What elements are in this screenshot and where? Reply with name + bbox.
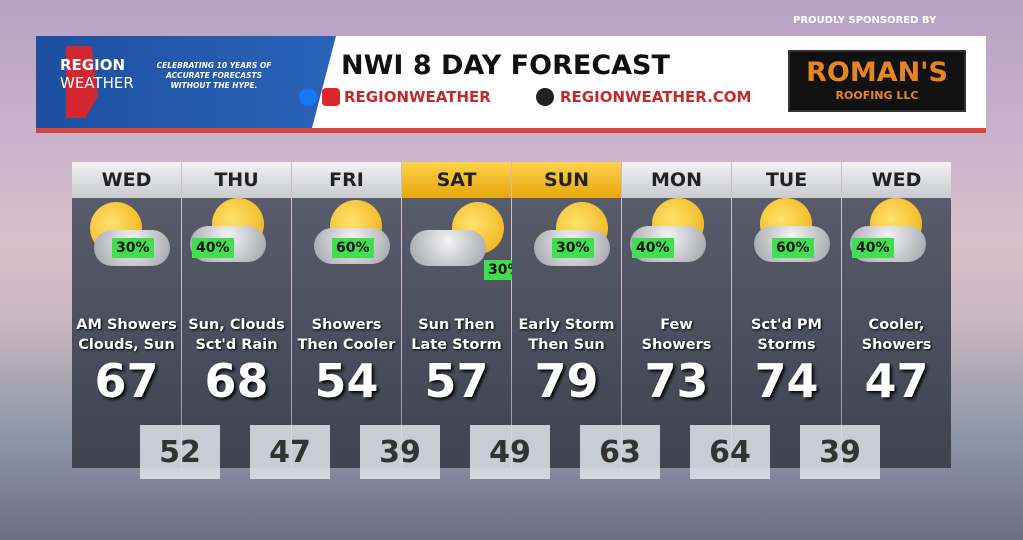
day-name: TUE: [732, 162, 841, 198]
brand: WEATHER: [60, 74, 134, 92]
title: NWI 8 DAY FORECAST: [341, 50, 670, 81]
high-temp: 79: [534, 354, 599, 408]
low-temp: 49: [470, 425, 550, 479]
day-name: FRI: [292, 162, 401, 198]
description: Showers: [861, 337, 932, 353]
description: AM Showers: [76, 317, 177, 333]
precip-chance: 40%: [852, 238, 894, 258]
precip-chance: 40%: [632, 238, 674, 258]
description: Cooler,: [868, 317, 925, 333]
low-temp: 52: [140, 425, 220, 479]
description: Showers: [641, 337, 712, 353]
description: Showers: [311, 317, 382, 333]
brand: REGION: [60, 56, 125, 74]
youtube-icon: [322, 88, 340, 106]
banner: REGION WEATHER CELEBRATING 10 YEARS OF A…: [36, 36, 986, 133]
day-name: SUN: [512, 162, 621, 198]
description: Early Storm: [518, 317, 615, 333]
low-temp: 47: [250, 425, 330, 479]
description: Late Storm: [411, 337, 502, 353]
precip-chance: 30%: [552, 238, 594, 258]
tagline: WITHOUT THE HYPE.: [170, 81, 258, 90]
day-column: TUE 60% Sct'd PM Storms 74: [732, 162, 841, 468]
day-name: THU: [182, 162, 291, 198]
description: Clouds, Sun: [78, 337, 175, 353]
description: Sun Then: [418, 317, 495, 333]
day-column: THU 40% Sun, Clouds Sct'd Rain 68: [182, 162, 291, 468]
day-column: SAT 30% Sun Then Late Storm 57: [402, 162, 526, 468]
brand-panel: REGION WEATHER CELEBRATING 10 YEARS OF A…: [36, 36, 336, 128]
precip-chance: 30%: [112, 238, 154, 258]
sponsor-logo: ROMAN'S ROOFING LLC: [788, 50, 966, 112]
low-temp: 64: [690, 425, 770, 479]
day-column: WED 40% Cooler, Showers 47: [842, 162, 951, 468]
description: Storms: [757, 337, 816, 353]
tagline: ACCURATE FORECASTS: [165, 71, 262, 80]
description: Then Cooler: [297, 337, 396, 353]
description: Then Sun: [528, 337, 605, 353]
high-temp: 74: [754, 354, 819, 408]
precip-chance: 40%: [192, 238, 234, 258]
day-name: SAT: [402, 162, 511, 198]
day-column: FRI 60% Showers Then Cooler 54: [292, 162, 401, 468]
day-column: WED 30% AM Showers Clouds, Sun 67: [72, 162, 181, 468]
description: Sun, Clouds: [188, 317, 285, 333]
tagline: CELEBRATING 10 YEARS OF: [156, 61, 272, 70]
logo-text: ROMAN'S: [806, 57, 948, 88]
cloud-icon: [410, 230, 486, 266]
social-handle: REGIONWEATHER: [344, 88, 491, 106]
day-name: WED: [842, 162, 951, 198]
day-name: WED: [72, 162, 181, 198]
high-temp: 68: [204, 354, 269, 408]
low-temp: 39: [360, 425, 440, 479]
high-temp: 47: [864, 354, 929, 408]
description: Sct'd Rain: [195, 337, 278, 353]
high-temp: 54: [314, 354, 379, 408]
website: REGIONWEATHER.COM: [560, 88, 752, 106]
facebook-icon: [299, 88, 317, 106]
high-temp: 73: [644, 354, 709, 408]
low-temp: 39: [800, 425, 880, 479]
precip-chance: 60%: [332, 238, 374, 258]
web-icon: [536, 88, 554, 106]
description: Sct'd PM: [751, 317, 822, 333]
day-name: MON: [622, 162, 731, 198]
description: Few: [660, 317, 693, 333]
sponsor-caption: PROUDLY SPONSORED BY: [793, 15, 937, 26]
low-temp: 63: [580, 425, 660, 479]
high-temp: 57: [424, 354, 489, 408]
day-column: SUN 30% Early Storm Then Sun 79: [512, 162, 621, 468]
logo-text: ROOFING LLC: [835, 89, 919, 102]
day-column: MON 40% Few Showers 73: [622, 162, 731, 468]
high-temp: 67: [94, 354, 159, 408]
precip-chance: 60%: [772, 238, 814, 258]
